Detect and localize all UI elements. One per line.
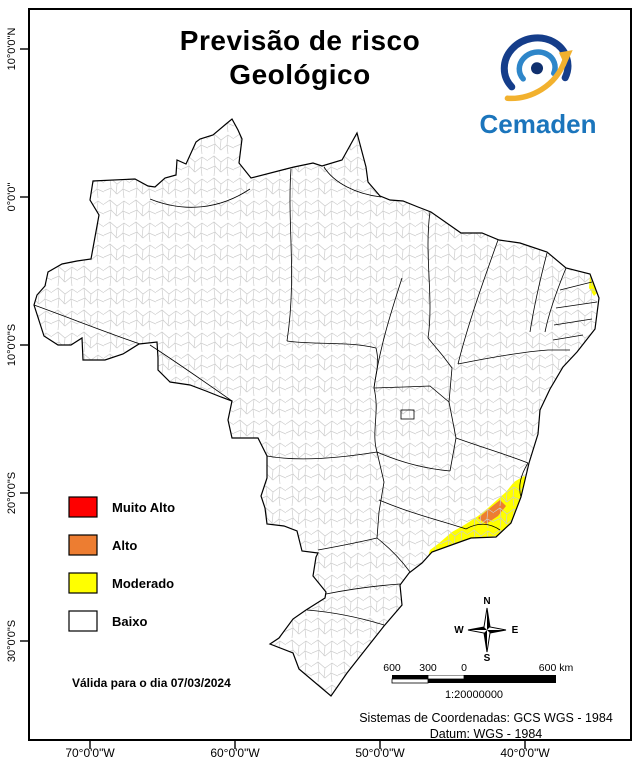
legend-label: Alto (112, 537, 138, 553)
risk-legend: Muito Alto Alto Moderado Baixo (68, 496, 175, 648)
lat-label: 20°0'0"S (6, 471, 18, 515)
lat-label: 0°0'0" (6, 182, 18, 212)
lat-label: 10°0'0"N (6, 27, 18, 71)
lon-label: 40°0'0"W (500, 746, 550, 760)
scale-label: 300 (419, 662, 437, 674)
validity-note: Válida para o dia 07/03/2024 (72, 676, 231, 690)
coord-system-line: Sistemas de Coordenadas: GCS WGS - 1984 (359, 711, 613, 725)
map-frame (28, 8, 632, 741)
compass-west-label: W (454, 625, 464, 636)
scale-ratio: 1:20000000 (444, 689, 504, 701)
legend-item-muito-alto: Muito Alto (68, 496, 175, 518)
lon-label: 70°0'0"W (65, 746, 115, 760)
state-boundaries (33, 166, 598, 626)
datum-line: Datum: WGS - 1984 (429, 727, 543, 742)
legend-swatch-muito-alto (68, 496, 98, 518)
title-line-1: Previsão de risco (179, 25, 421, 56)
lon-label: 60°0'0"W (210, 746, 260, 760)
legend-swatch-alto (68, 534, 98, 556)
coordinate-system-note: Sistemas de Coordenadas: GCS WGS - 1984 … (340, 710, 632, 743)
lon-label: 50°0'0"W (355, 746, 405, 760)
cemaden-logo-icon (500, 34, 573, 102)
compass-south-label: S (484, 653, 491, 662)
scale-label: 600 (383, 662, 401, 674)
page-title: Previsão de risco Geológico (100, 24, 500, 92)
compass-east-label: E (512, 625, 519, 636)
legend-item-moderado: Moderado (68, 572, 175, 594)
legend-swatch-baixo (68, 610, 98, 632)
legend-label: Baixo (112, 613, 148, 629)
brazil-outline (33, 118, 600, 697)
scale-bar-graphic (391, 675, 556, 684)
legend-label: Moderado (112, 575, 175, 591)
lat-label: 10°0'0"S (6, 323, 18, 367)
cemaden-logo: Cemaden (462, 30, 614, 140)
scale-label: 0 (461, 662, 467, 674)
title-line-2: Geológico (229, 59, 371, 91)
legend-item-baixo: Baixo (68, 610, 175, 632)
legend-item-alto: Alto (68, 534, 175, 556)
legend-swatch-moderado (68, 572, 98, 594)
scale-bar: 600 300 0 600 km 1:20000000 (383, 662, 578, 702)
scale-label: 600 km (538, 662, 574, 674)
cemaden-wordmark: Cemaden (479, 109, 597, 139)
graticule-ticks (20, 48, 526, 749)
compass-north-label: N (483, 596, 490, 607)
legend-label: Muito Alto (112, 499, 176, 515)
compass-rose-icon: N S W E (454, 596, 519, 662)
lat-label: 30°0'0"S (6, 619, 18, 663)
